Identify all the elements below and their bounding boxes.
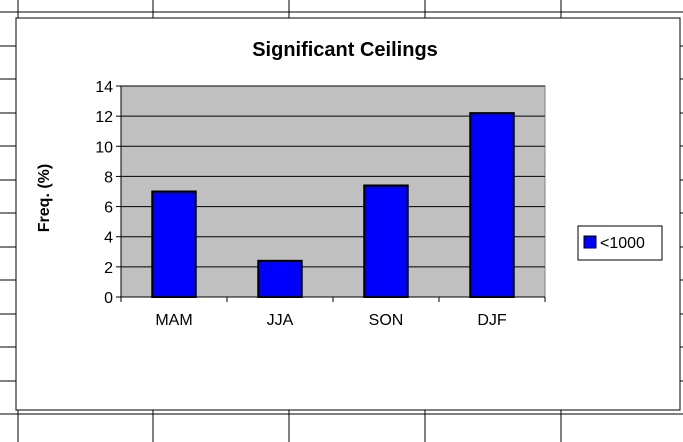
y-tick-label: 2 (104, 260, 113, 277)
y-tick-label: 10 (95, 139, 113, 156)
bar-mam[interactable] (151, 190, 197, 298)
y-tick-label: 6 (104, 200, 113, 217)
legend-swatch (583, 235, 597, 249)
y-tick-label: 12 (95, 109, 113, 126)
x-tick-label: MAM (155, 312, 192, 329)
y-tick-label: 4 (104, 230, 113, 247)
bar-son[interactable] (363, 184, 409, 299)
y-tick-labels: 0 2 4 6 8 10 12 14 (95, 79, 113, 307)
y-tick-label: 14 (95, 79, 113, 96)
y-tick-label: 0 (104, 290, 113, 307)
x-tick-label: DJF (477, 312, 507, 329)
axes (116, 85, 546, 302)
y-axis-title: Freq. (%) (36, 164, 53, 232)
y-tick-label: 8 (104, 169, 113, 186)
legend-label: <1000 (600, 235, 645, 252)
x-tick-labels: MAM JJA SON DJF (155, 312, 507, 329)
bar-djf[interactable] (469, 112, 515, 298)
x-tick-label: JJA (267, 312, 294, 329)
bar-jja[interactable] (257, 259, 303, 299)
chart-title: Significant Ceilings (252, 39, 438, 61)
legend[interactable]: <1000 (577, 225, 663, 261)
x-tick-label: SON (369, 312, 404, 329)
